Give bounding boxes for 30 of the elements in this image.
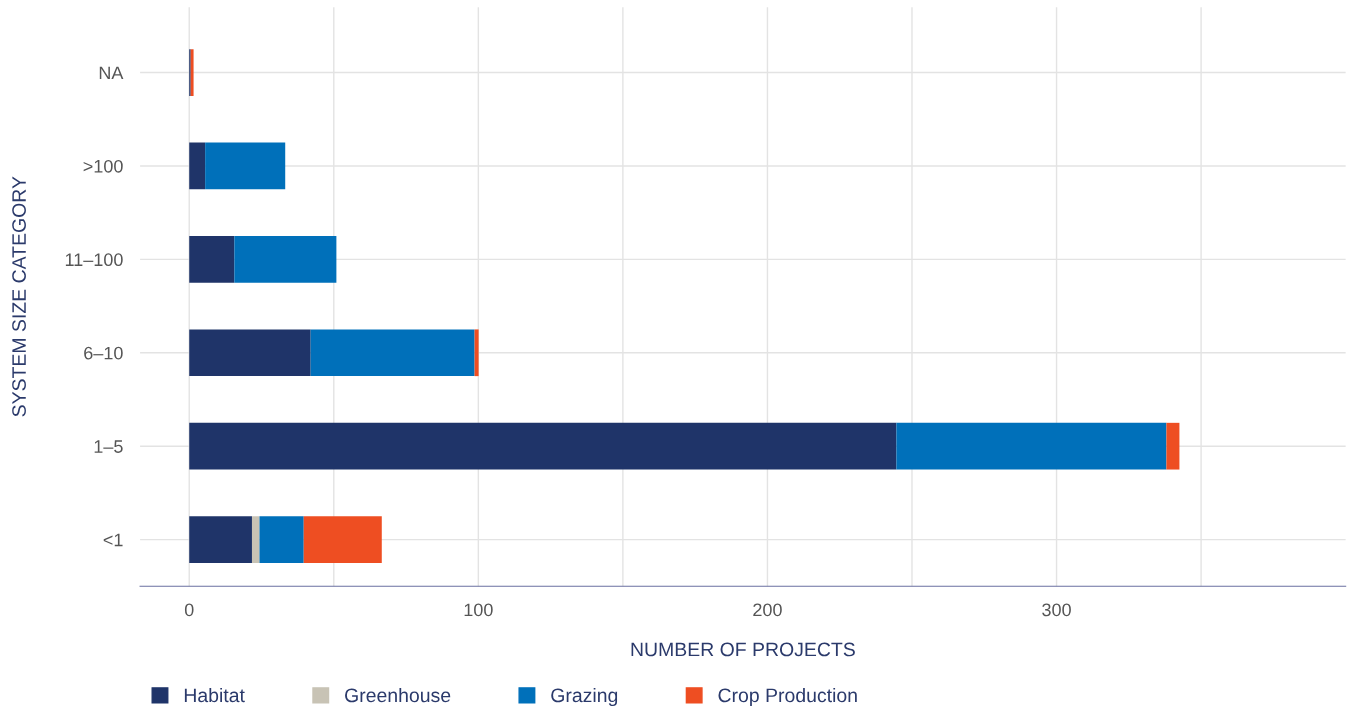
legend-label: Greenhouse [345,687,451,703]
bar [259,516,304,563]
y-tick-label: 6–10 [84,346,123,360]
bar [189,236,235,283]
bar [189,422,897,470]
bar [189,142,206,190]
bar [189,329,311,377]
y-tick-label: <1 [103,533,123,547]
y-tick-label: 1–5 [94,440,123,453]
bar [310,329,475,377]
x-tick-label: 300 [1042,603,1071,617]
y-tick-label: 11–100 [65,253,123,267]
bar [205,142,286,190]
legend-label: Habitat [184,687,245,703]
bar [474,329,479,377]
x-tick-label: 200 [753,603,782,617]
bar [251,516,260,563]
bar [189,516,252,563]
x-axis-title: NUMBER OF PROJECTS [631,642,855,657]
bar [896,422,1167,470]
bar [234,236,337,283]
legend-label: Crop Production [718,687,857,707]
y-axis-title: SYSTEM SIZE CATEGORY [12,176,26,417]
x-tick-label: 100 [464,603,493,617]
y-tick-label: >100 [83,159,123,173]
x-tick-label: 0 [184,603,194,617]
legend-label: Grazing [551,687,618,707]
y-tick-label: NA [99,66,124,80]
bar [303,516,382,563]
bar [1166,422,1180,470]
